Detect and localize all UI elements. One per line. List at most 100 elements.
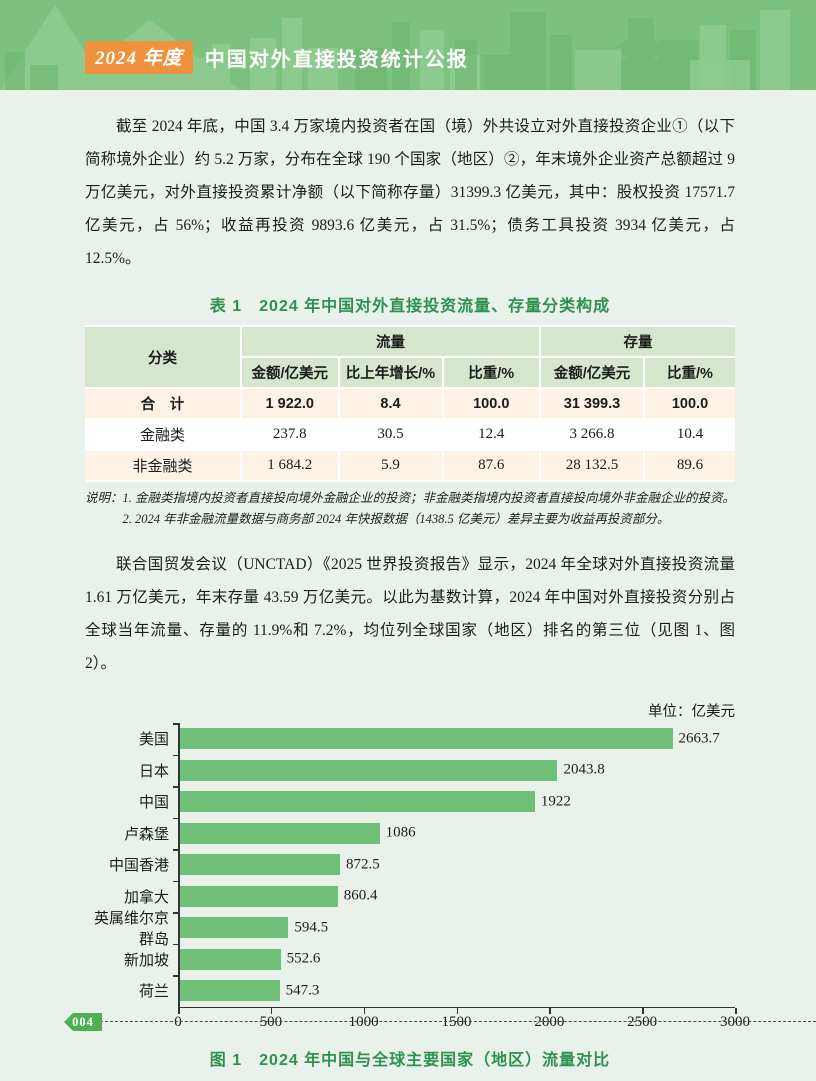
chart-bar-row: 加拿大 860.4 [85, 881, 735, 913]
chart-bar-track: 872.5 [178, 849, 735, 881]
cell: 237.8 [240, 418, 340, 451]
chart-bar-row: 中国香港 872.5 [85, 849, 735, 881]
chart-category-label: 日本 [138, 763, 169, 780]
chart-rows: 美国 2663.7 日本 2043.8 中国 1922 卢森堡 1086 中国香港 872.5 加拿… [85, 723, 735, 1007]
x-axis-tick [549, 1007, 551, 1014]
x-axis-tick [363, 1007, 366, 1014]
y-axis-tick [173, 943, 178, 945]
table-notes: 说明：1. 金融类指境内投资者直接投向境外金融企业的投资；非金融类指境内投资者直… [85, 488, 735, 530]
header-banner: 2024 年度 中国对外直接投资统计公报 [0, 0, 816, 90]
table-note-1: 说明：1. 金融类指境内投资者直接投向境外金融企业的投资；非金融类指境内投资者直… [85, 491, 736, 505]
y-axis-tick [173, 754, 178, 756]
cell: 89.6 [643, 449, 735, 482]
chart-bar-row: 英属维尔京群岛 594.5 [85, 911, 735, 948]
chart-category-label: 美国 [138, 732, 169, 749]
chart-bar-row: 荷兰 547.3 [85, 975, 735, 1007]
x-axis-tick [270, 1007, 273, 1014]
cell: 1 922.0 [240, 387, 340, 420]
table-subheader: 金额/亿美元 [539, 356, 645, 389]
table-row-nonfinancial: 非金融类 1 684.2 5.9 87.6 28 132.5 89.6 [85, 449, 735, 482]
page-number-badge: 004 [64, 1013, 102, 1031]
cell: 3 266.8 [539, 418, 645, 451]
cell: 12.4 [441, 418, 541, 451]
y-axis-tick [173, 912, 178, 914]
footer-dashed-line [100, 1021, 816, 1022]
chart-y-axis [178, 723, 180, 1007]
chart-bar [178, 854, 340, 875]
chart-value-label: 552.6 [286, 950, 321, 967]
chart-bar [178, 885, 338, 907]
y-axis-tick [173, 817, 178, 819]
x-axis-tick [456, 1007, 458, 1014]
chart-category-label: 新加坡 [123, 952, 169, 969]
cell: 100.0 [643, 387, 735, 420]
chart-category-label: 卢森堡 [123, 826, 169, 843]
chart-value-label: 594.5 [294, 919, 329, 936]
chart-bar [178, 728, 673, 749]
chart-value-label: 2663.7 [678, 730, 720, 747]
table-note-2: 2. 2024 年非金融流量数据与商务部 2024 年快报数据（1438.5 亿… [122, 512, 670, 526]
page-footer: 004 [0, 1013, 816, 1031]
chart-bar-row: 卢森堡 1086 [85, 818, 735, 850]
cell: 8.4 [337, 387, 444, 420]
x-axis-tick [642, 1007, 644, 1014]
x-axis-tick [178, 1007, 180, 1014]
cell: 10.4 [643, 418, 735, 451]
table-row-total: 合 计 1 922.0 8.4 100.0 31 399.3 100.0 [85, 387, 735, 420]
chart-x-axis [178, 1006, 735, 1008]
table-row-financial: 金融类 237.8 30.5 12.4 3 266.8 10.4 [85, 418, 735, 451]
table-subheader: 比上年增长/% [337, 356, 444, 389]
chart-category-label: 加拿大 [123, 889, 169, 906]
chart-bar [178, 822, 380, 844]
chart-category-label: 中国 [138, 795, 169, 812]
chart-bar [178, 948, 281, 970]
chart-bar [178, 791, 535, 812]
chart-bar [178, 980, 280, 1001]
cell: 28 132.5 [539, 449, 645, 482]
y-axis-tick [173, 723, 178, 725]
chart-value-label: 2043.8 [563, 761, 605, 778]
row-label: 金融类 [85, 418, 242, 451]
y-axis-tick [173, 975, 178, 977]
y-axis-tick [173, 880, 178, 882]
chart-bar-track: 860.4 [178, 881, 735, 913]
table-1: 分类 流量 存量 金额/亿美元 比上年增长/% 比重/% 金额/亿美元 比重/%… [85, 325, 735, 482]
cell: 5.9 [337, 449, 444, 482]
chart-bar-track: 2043.8 [178, 755, 735, 787]
table-header-stock-group: 存量 [539, 325, 735, 358]
chart-unit-label: 单位：亿美元 [648, 704, 735, 720]
chart-category-label: 中国香港 [108, 858, 169, 875]
chart-value-label: 1922 [540, 793, 571, 810]
y-axis-tick [173, 849, 178, 851]
chart-bar-row: 美国 2663.7 [85, 723, 735, 755]
chart-value-label: 872.5 [345, 856, 380, 873]
table-subheader: 比重/% [441, 356, 541, 389]
year-badge: 2024 年度 [85, 41, 193, 74]
chart-value-label: 1086 [385, 824, 416, 841]
paragraph-unctad: 联合国贸发会议（UNCTAD）《2025 世界投资报告》显示，2024 年全球对… [85, 556, 735, 672]
chart-category-label: 荷兰 [138, 984, 169, 1001]
table-1-title: 表 1 2024 年中国对外直接投资流量、存量分类构成 [209, 298, 611, 315]
chart-bar-row: 新加坡 552.6 [85, 944, 735, 976]
chart-bar-track: 594.5 [178, 912, 735, 944]
chart-value-label: 547.3 [285, 982, 320, 999]
paragraph-overview: 截至 2024 年底，中国 3.4 万家境内投资者在国（境）外共设立对外直接投资… [85, 118, 735, 267]
row-label: 合 计 [85, 387, 242, 420]
chart-bar-track: 552.6 [178, 944, 735, 976]
chart-bar [178, 917, 289, 938]
chart-bar-track: 2663.7 [178, 723, 735, 755]
chart-category-label: 英属维尔京群岛 [93, 910, 169, 948]
figure-1-caption: 图 1 2024 年中国与全球主要国家（地区）流量对比 [209, 1051, 611, 1069]
table-header-flow-group: 流量 [240, 325, 541, 358]
y-axis-tick [173, 786, 178, 788]
cell: 100.0 [441, 387, 541, 420]
table-subheader: 比重/% [643, 356, 735, 389]
chart-bar-row: 日本 2043.8 [85, 755, 735, 787]
table-header-category: 分类 [85, 325, 242, 389]
x-axis-tick [735, 1007, 737, 1014]
chart-bar-track: 1922 [178, 786, 735, 818]
chart-bar-track: 1086 [178, 818, 735, 850]
cell: 1 684.2 [240, 449, 340, 482]
chart-value-label: 860.4 [343, 887, 378, 904]
